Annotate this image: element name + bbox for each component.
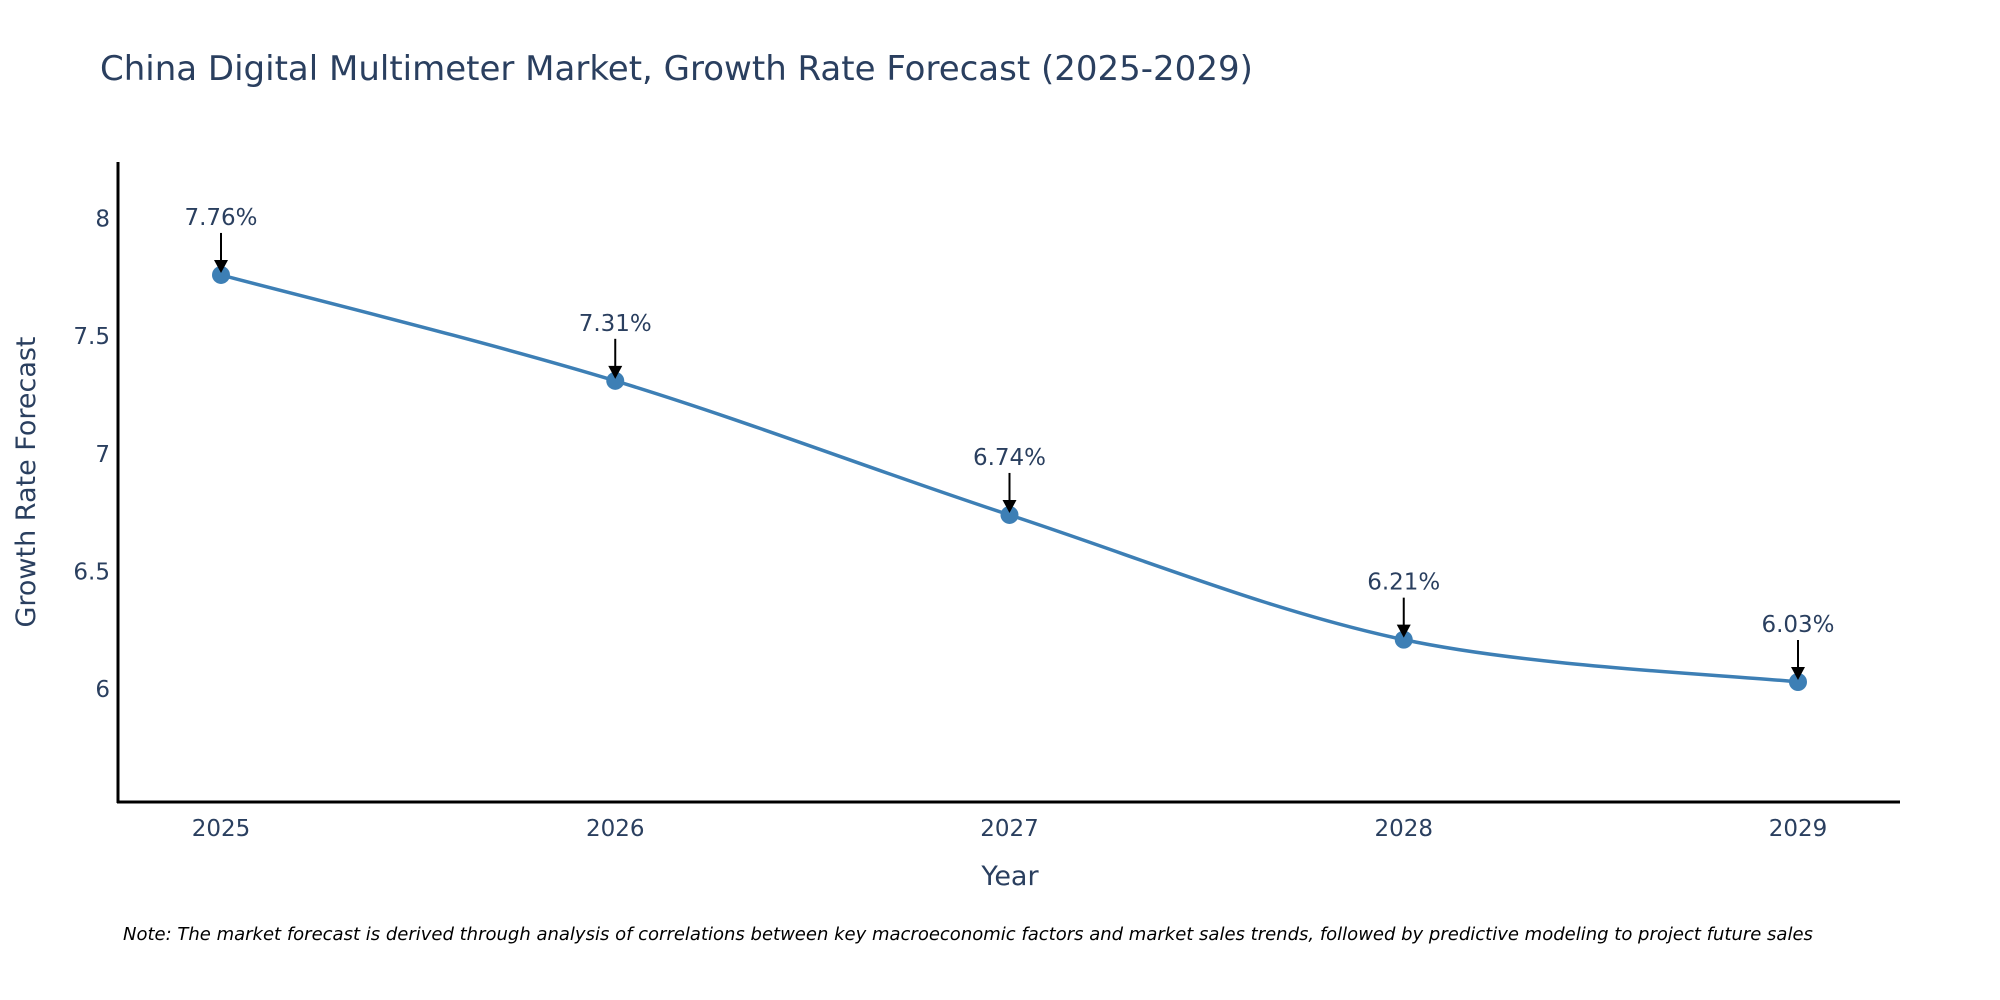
x-tick-label: 2025: [192, 816, 251, 842]
data-label: 6.21%: [1367, 570, 1440, 596]
plot-area: 7.76% 7.31% 6.74% 6.21% 6.03%: [184, 205, 1835, 691]
x-tick-label: 2028: [1374, 816, 1433, 842]
x-axis-title: Year: [980, 861, 1039, 892]
y-tick-label: 7.5: [73, 324, 110, 350]
y-axis-ticks: 6 6.5 7 7.5 8: [73, 206, 110, 703]
x-axis-ticks: 2025 2026 2027 2028 2029: [192, 816, 1828, 842]
y-tick-label: 6: [95, 677, 110, 703]
x-tick-label: 2027: [980, 816, 1039, 842]
annotation-arrow-head: [1791, 667, 1805, 680]
data-label: 7.31%: [579, 311, 652, 337]
annotation-arrow-head: [608, 365, 623, 379]
data-point-2028: [1394, 630, 1413, 649]
annotation-arrow-head: [1396, 624, 1411, 638]
data-point-2026: [606, 371, 625, 390]
data-label: 6.03%: [1761, 612, 1834, 638]
chart-title: China Digital Multimeter Market, Growth …: [100, 49, 1253, 89]
data-point-2027: [1000, 505, 1019, 524]
data-label: 7.76%: [184, 205, 257, 231]
x-tick-label: 2026: [586, 816, 645, 842]
y-tick-label: 6.5: [73, 559, 110, 585]
y-axis-title: Growth Rate Forecast: [11, 336, 42, 627]
y-tick-label: 7: [95, 442, 110, 468]
y-tick-label: 8: [95, 206, 110, 232]
footnote: Note: The market forecast is derived thr…: [123, 924, 1813, 945]
x-tick-label: 2029: [1769, 816, 1828, 842]
annotation-arrow-head: [214, 259, 228, 273]
data-label: 6.74%: [973, 445, 1046, 471]
annotation-arrow-head: [1002, 499, 1017, 513]
data-point-2025: [212, 265, 230, 284]
data-point-2029: [1789, 673, 1807, 691]
